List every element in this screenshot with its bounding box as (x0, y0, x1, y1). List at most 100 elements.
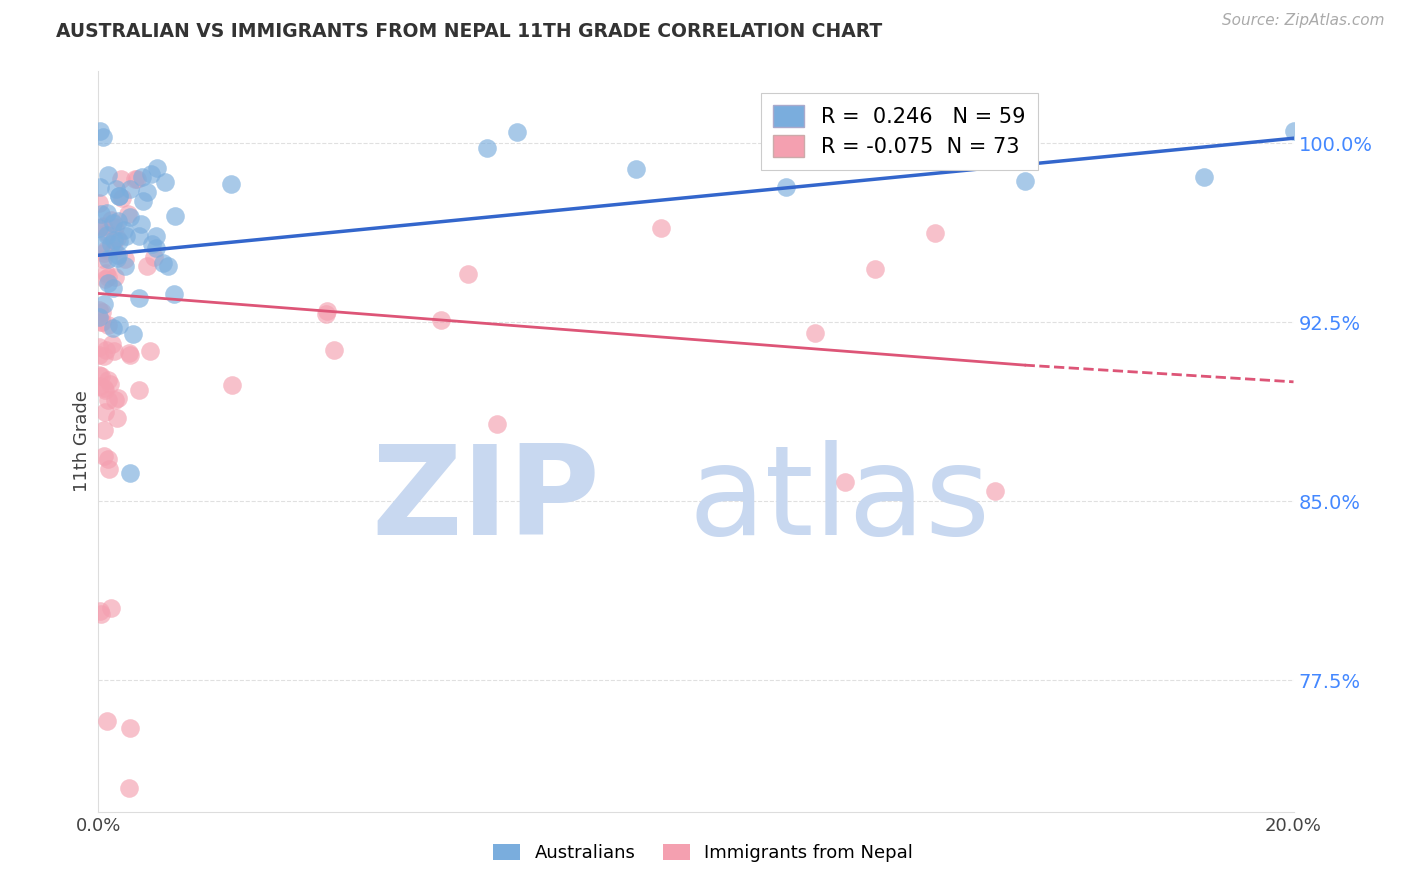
Immigrants from Nepal (107, 391, 129, 405)
Immigrants from Nepal (93, 350, 115, 364)
Immigrants from Nepal (96, 266, 118, 280)
Immigrants from Nepal (91, 219, 114, 234)
Immigrants from Nepal (97, 318, 120, 332)
Immigrants from Nepal (91, 219, 114, 233)
Australians (131, 169, 153, 184)
Immigrants from Nepal (96, 343, 118, 357)
Immigrants from Nepal (110, 171, 132, 186)
Australians (145, 229, 167, 244)
Immigrants from Nepal (94, 405, 117, 419)
Immigrants from Nepal (103, 243, 125, 257)
Australians (100, 236, 122, 251)
Australians (475, 141, 498, 155)
Immigrants from Nepal (114, 252, 136, 267)
Australians (114, 260, 136, 274)
Legend: R =  0.246   N = 59, R = -0.075  N = 73: R = 0.246 N = 59, R = -0.075 N = 73 (761, 93, 1038, 169)
Immigrants from Nepal (97, 270, 120, 285)
Immigrants from Nepal (804, 326, 827, 340)
Immigrants from Nepal (118, 345, 141, 359)
Immigrants from Nepal (93, 423, 115, 437)
Immigrants from Nepal (87, 348, 110, 362)
Legend: Australians, Immigrants from Nepal: Australians, Immigrants from Nepal (486, 837, 920, 870)
Australians (107, 248, 129, 262)
Australians (90, 207, 112, 221)
Immigrants from Nepal (104, 219, 127, 234)
Australians (108, 189, 131, 203)
Immigrants from Nepal (89, 340, 111, 354)
Australians (108, 234, 131, 248)
Australians (93, 297, 115, 311)
Immigrants from Nepal (98, 377, 121, 392)
Immigrants from Nepal (90, 315, 112, 329)
Immigrants from Nepal (457, 267, 479, 281)
Australians (90, 238, 112, 252)
Immigrants from Nepal (93, 246, 115, 260)
Text: AUSTRALIAN VS IMMIGRANTS FROM NEPAL 11TH GRADE CORRELATION CHART: AUSTRALIAN VS IMMIGRANTS FROM NEPAL 11TH… (56, 22, 883, 41)
Immigrants from Nepal (100, 212, 122, 227)
Immigrants from Nepal (98, 461, 121, 475)
Immigrants from Nepal (118, 780, 141, 795)
Australians (152, 256, 174, 270)
Immigrants from Nepal (96, 714, 118, 728)
Australians (96, 228, 118, 243)
Australians (101, 281, 124, 295)
Text: ZIP: ZIP (371, 441, 600, 561)
Australians (89, 180, 111, 194)
Y-axis label: 11th Grade: 11th Grade (73, 391, 91, 492)
Australians (105, 182, 128, 196)
Immigrants from Nepal (104, 393, 127, 408)
Immigrants from Nepal (650, 221, 672, 235)
Immigrants from Nepal (124, 171, 146, 186)
Immigrants from Nepal (485, 417, 508, 431)
Australians (118, 466, 141, 480)
Australians (1192, 170, 1215, 185)
Australians (97, 276, 120, 290)
Australians (219, 177, 242, 191)
Immigrants from Nepal (100, 600, 122, 615)
Australians (775, 179, 797, 194)
Australians (120, 182, 142, 196)
Australians (122, 327, 145, 342)
Immigrants from Nepal (120, 721, 142, 735)
Australians (89, 220, 111, 235)
Immigrants from Nepal (93, 449, 115, 463)
Immigrants from Nepal (104, 270, 127, 285)
Immigrants from Nepal (221, 378, 243, 392)
Australians (101, 321, 124, 335)
Immigrants from Nepal (111, 191, 134, 205)
Immigrants from Nepal (90, 369, 112, 384)
Australians (101, 216, 124, 230)
Australians (1014, 173, 1036, 187)
Immigrants from Nepal (136, 259, 159, 273)
Immigrants from Nepal (94, 272, 117, 286)
Australians (1282, 124, 1305, 138)
Immigrants from Nepal (322, 343, 344, 357)
Australians (506, 125, 529, 139)
Immigrants from Nepal (87, 302, 110, 317)
Immigrants from Nepal (118, 348, 141, 362)
Australians (89, 310, 111, 325)
Australians (112, 223, 135, 237)
Australians (146, 161, 169, 175)
Immigrants from Nepal (89, 604, 111, 618)
Immigrants from Nepal (89, 368, 111, 382)
Immigrants from Nepal (105, 410, 128, 425)
Text: atlas: atlas (689, 441, 990, 561)
Australians (141, 237, 163, 252)
Immigrants from Nepal (94, 244, 117, 258)
Australians (156, 260, 179, 274)
Text: Source: ZipAtlas.com: Source: ZipAtlas.com (1222, 13, 1385, 29)
Australians (132, 194, 155, 208)
Australians (120, 211, 142, 225)
Immigrants from Nepal (97, 392, 120, 407)
Australians (108, 189, 131, 203)
Australians (107, 214, 129, 228)
Immigrants from Nepal (97, 452, 120, 467)
Australians (804, 124, 827, 138)
Immigrants from Nepal (96, 226, 118, 240)
Immigrants from Nepal (127, 171, 149, 186)
Immigrants from Nepal (90, 305, 112, 319)
Australians (924, 124, 946, 138)
Australians (136, 185, 159, 199)
Immigrants from Nepal (103, 344, 125, 359)
